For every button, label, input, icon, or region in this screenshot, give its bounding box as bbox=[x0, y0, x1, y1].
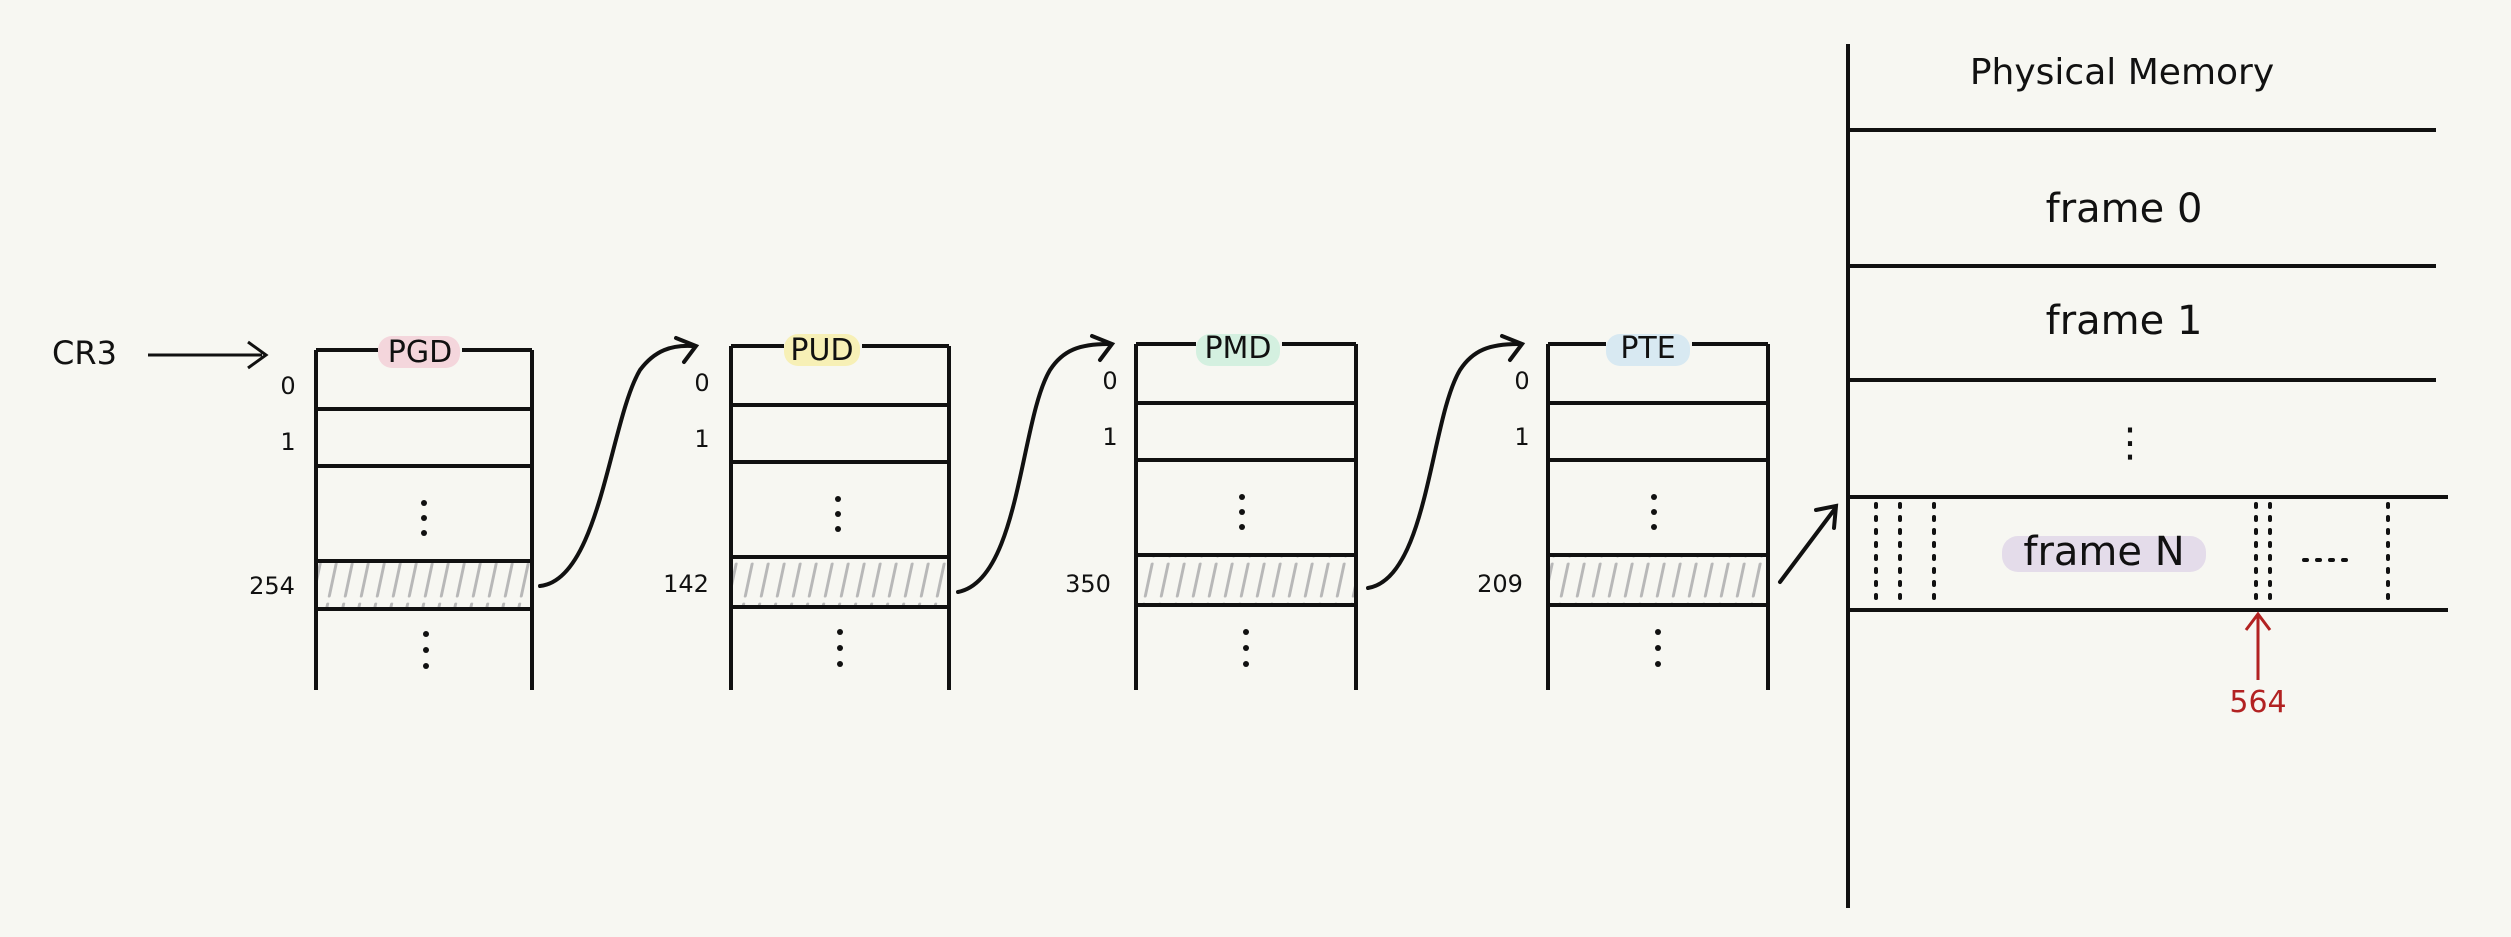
pud-ellipsis-lower bbox=[837, 629, 843, 667]
pte-index-1: 1 bbox=[1514, 423, 1529, 451]
offset-arrow-head bbox=[2244, 611, 2272, 631]
pgd-index-1: 1 bbox=[280, 428, 295, 456]
frame-1-label: frame 1 bbox=[2046, 298, 2203, 344]
pud-index-1: 1 bbox=[694, 425, 709, 453]
table-pud bbox=[729, 334, 951, 690]
pud-index-0: 0 bbox=[694, 369, 709, 397]
pud-ellipsis-upper bbox=[835, 496, 841, 532]
pmd-index-1: 1 bbox=[1102, 423, 1117, 451]
frame-ellipsis: ⋮ bbox=[2110, 420, 2150, 466]
pgd-label-highlight bbox=[378, 336, 460, 368]
pmd-to-pte-arrow-head bbox=[1500, 334, 1526, 362]
frame-0-label: frame 0 bbox=[2046, 186, 2203, 232]
pte-label: PTE bbox=[1620, 331, 1675, 366]
cr3-pointer: CR3 bbox=[52, 334, 269, 372]
pmd-ellipsis-upper bbox=[1239, 494, 1245, 530]
pgd-index-0: 0 bbox=[280, 372, 295, 400]
pud-index-selected: 142 bbox=[663, 570, 709, 598]
frame-n-highlight bbox=[2002, 536, 2206, 572]
pud-selected-entry bbox=[731, 557, 949, 607]
physical-memory-title: Physical Memory bbox=[1970, 52, 2274, 93]
table-pte bbox=[1546, 334, 1770, 690]
pte-ellipsis-lower bbox=[1655, 629, 1661, 667]
cr3-arrow-head bbox=[247, 340, 269, 370]
pte-selected-entry bbox=[1548, 555, 1768, 605]
pgd-ellipsis-upper bbox=[421, 500, 427, 536]
physical-memory bbox=[1846, 44, 2448, 908]
table-pmd bbox=[1134, 334, 1358, 690]
cr3-label: CR3 bbox=[52, 334, 117, 372]
pud-to-pmd-arrow-head bbox=[1090, 334, 1116, 362]
pud-to-pmd-arrow bbox=[956, 342, 1110, 594]
pte-to-frame-arrow bbox=[1778, 508, 1836, 584]
pmd-index-0: 0 bbox=[1102, 367, 1117, 395]
pgd-label: PGD bbox=[388, 335, 452, 370]
table-pgd bbox=[314, 336, 534, 690]
offset-label: 564 bbox=[2229, 685, 2286, 720]
pgd-selected-entry bbox=[316, 561, 532, 609]
pte-index-0: 0 bbox=[1514, 367, 1529, 395]
pmd-to-pte-arrow bbox=[1366, 342, 1520, 590]
pte-label-highlight bbox=[1606, 334, 1690, 366]
pgd-to-pud-arrow-head bbox=[674, 336, 700, 364]
pmd-selected-entry bbox=[1136, 555, 1356, 605]
pgd-ellipsis-lower bbox=[423, 631, 429, 669]
pte-to-frame-arrow-head bbox=[1814, 503, 1839, 530]
frame-n-dotted-lines bbox=[1874, 502, 2390, 608]
pgd-to-pud-arrow bbox=[538, 343, 694, 588]
pmd-index-selected: 350 bbox=[1065, 570, 1111, 598]
pte-index-selected: 209 bbox=[1477, 570, 1523, 598]
pte-ellipsis-upper bbox=[1651, 494, 1657, 530]
pgd-index-selected: 254 bbox=[249, 572, 295, 600]
pud-label: PUD bbox=[790, 333, 853, 368]
table-link-arrows bbox=[538, 334, 1839, 594]
pud-label-highlight bbox=[784, 334, 860, 366]
pmd-label: PMD bbox=[1204, 331, 1271, 366]
pmd-ellipsis-lower bbox=[1243, 629, 1249, 667]
frame-n-label: frame N bbox=[2023, 529, 2184, 575]
pmd-label-highlight bbox=[1196, 334, 1280, 366]
